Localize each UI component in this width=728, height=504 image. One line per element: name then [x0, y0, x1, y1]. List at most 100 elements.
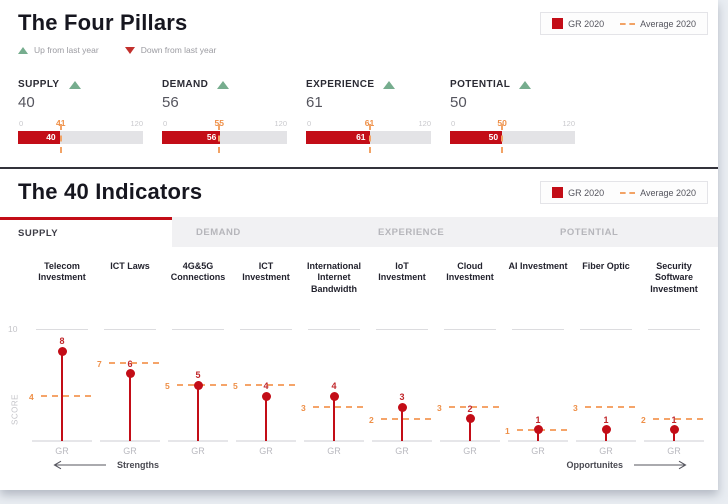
lollipop-dot	[261, 391, 271, 401]
x-tick-label: GR	[55, 446, 69, 456]
tab-demand[interactable]: DEMAND	[196, 226, 241, 238]
legend-average: Average 2020	[620, 19, 696, 29]
lollipop-stem	[264, 396, 268, 441]
baseline	[508, 440, 568, 442]
up-triangle-icon	[383, 80, 396, 89]
indicator-column: ICT Investment 5 4 GR	[232, 261, 300, 456]
lollipop-dot	[57, 346, 67, 356]
indicator-tabs: SUPPLY DEMAND EXPERIENCE POTENTIAL	[0, 217, 718, 247]
lollipop-dot	[125, 369, 135, 379]
average-value-label: 5	[233, 381, 238, 391]
pillar-value: 61	[306, 94, 323, 111]
pillars-header: The Four Pillars GR 2020 Average 2020	[0, 0, 718, 36]
right-arrow-icon	[634, 460, 687, 470]
legend-average-label: Average 2020	[640, 187, 696, 198]
up-triangle-icon	[68, 80, 81, 89]
indicator-name: ICT Laws	[110, 261, 150, 271]
gridline	[376, 329, 428, 330]
pillar-demand: DEMAND 56 0 55 120 56	[162, 79, 287, 153]
gridline	[444, 329, 496, 330]
scale-max-label: 120	[418, 119, 431, 128]
x-tick-label: GR	[531, 446, 545, 456]
pillar-name: DEMAND	[162, 79, 209, 90]
x-tick-label: GR	[327, 446, 341, 456]
legend-gr-label: GR 2020	[568, 187, 605, 198]
indicator-name: AI Investment	[508, 261, 568, 271]
legend-average-label: Average 2020	[640, 18, 696, 29]
average-line	[41, 395, 91, 398]
pillar-bar-track: 50	[450, 124, 575, 153]
y-axis-label: SCORE	[10, 394, 20, 425]
indicator-name: International Internet Bandwidth	[306, 261, 361, 294]
lollipop-stem	[672, 429, 676, 441]
pillar-average-marker	[368, 124, 371, 153]
pillar-bar-track: 61	[306, 124, 431, 153]
pillar-scale: 0 41 120	[18, 118, 143, 129]
section-divider	[0, 167, 718, 169]
average-value-label: 3	[573, 403, 578, 414]
pillar-average-value: 61	[364, 118, 375, 128]
chart-footer: Strengths Opportunites	[28, 456, 708, 470]
lollipop-dot	[329, 391, 339, 401]
lollipop-dot	[601, 425, 611, 435]
scale-min-label: 0	[19, 119, 24, 128]
tab-supply[interactable]: SUPPLY	[0, 217, 172, 247]
gridline	[36, 329, 88, 330]
indicator-name: Cloud Investment	[446, 261, 494, 283]
up-triangle-icon	[217, 80, 230, 89]
pillar-average-value: 41	[55, 118, 66, 128]
pillar-potential: POTENTIAL 50 0 50 120 50	[450, 79, 575, 153]
trend-up-item: Up from last year	[18, 45, 99, 55]
tab-potential[interactable]: POTENTIAL	[560, 226, 619, 238]
indicator-name: Fiber Optic	[582, 261, 630, 271]
baseline	[576, 440, 636, 442]
pillar-bar-label: 50	[488, 132, 499, 142]
average-value-label: 1	[505, 425, 510, 436]
average-value-label: 7	[97, 358, 102, 369]
y-axis-top-tick: 10	[8, 324, 18, 334]
pillar-average-marker	[501, 124, 504, 153]
indicator-value-label: 5	[195, 370, 201, 380]
lollipop-dot	[669, 425, 679, 435]
lollipop-dot	[465, 414, 475, 424]
indicator-value-label: 4	[263, 381, 269, 392]
strengths-label: Strengths	[117, 460, 160, 470]
baseline	[440, 440, 500, 442]
indicator-column: Telecom Investment 4 8 GR	[28, 261, 96, 456]
indicator-name: Telecom Investment	[38, 261, 86, 283]
baseline	[100, 440, 160, 442]
indicator-name: ICT Investment	[242, 261, 290, 283]
pillar-average-marker	[218, 124, 221, 153]
tab-experience[interactable]: EXPERIENCE	[378, 226, 445, 238]
pillar-bar-track: 56	[162, 124, 287, 153]
pillar-bar-fill: 56	[162, 131, 221, 144]
gridline	[104, 329, 156, 330]
indicator-column: Cloud Investment 3 2 GR	[436, 261, 504, 456]
x-tick-label: GR	[123, 446, 137, 456]
baseline	[644, 440, 704, 442]
lollipop-dot	[533, 425, 543, 435]
average-line	[585, 406, 635, 409]
baseline	[372, 440, 432, 442]
indicator-column: AI Investment 1 1 GR	[504, 261, 572, 456]
indicator-value-label: 1	[603, 414, 609, 425]
x-tick-label: GR	[463, 446, 477, 456]
indicator-column: Security Software Investment 2 1 GR	[640, 261, 708, 456]
indicator-name: 4G&5G Connections	[170, 261, 226, 283]
gr-swatch-icon	[552, 18, 564, 29]
baseline	[168, 440, 228, 442]
trend-legend: Up from last year Down from last year	[0, 36, 718, 55]
gr-swatch-icon	[552, 187, 564, 198]
x-tick-label: GR	[259, 446, 273, 456]
indicators-title: The 40 Indicators	[18, 179, 203, 204]
indicator-value-label: 4	[331, 381, 337, 392]
up-triangle-icon	[519, 80, 532, 89]
gridline	[512, 329, 564, 330]
lollipop-dot	[397, 402, 407, 412]
scale-max-label: 120	[274, 119, 287, 128]
pillar-bar-label: 40	[46, 132, 56, 142]
gridline	[648, 329, 700, 330]
lollipop-stem	[60, 351, 64, 441]
indicator-name: IoT Investment	[378, 261, 426, 283]
lollipop-stem	[604, 429, 608, 441]
